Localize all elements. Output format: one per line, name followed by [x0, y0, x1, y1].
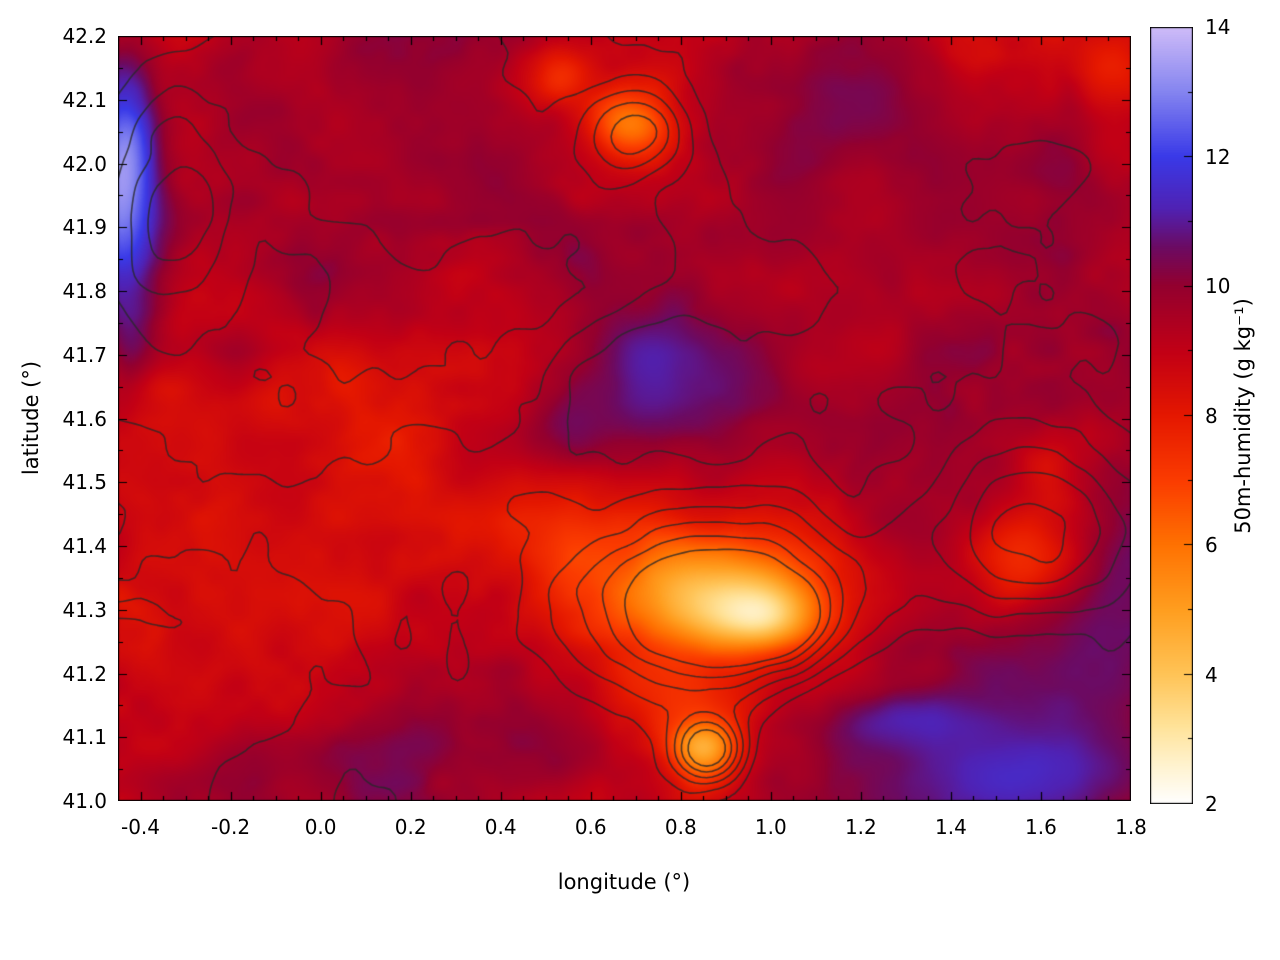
- y-tick-label: 41.6: [62, 406, 107, 431]
- heatmap-canvas: [118, 36, 1131, 801]
- y-axis-title: latitude (°): [19, 360, 43, 476]
- y-tick-label: 41.4: [62, 534, 107, 558]
- y-tick-label: 41.9: [62, 215, 107, 240]
- colorbar-tick-label: 6: [1205, 533, 1218, 557]
- plot-area: [118, 36, 1131, 801]
- x-tick-label: -0.2: [211, 815, 251, 839]
- x-tick-label: 0.4: [484, 815, 517, 839]
- x-tick-label: 1.8: [1115, 815, 1147, 839]
- colorbar-tick-label: 2: [1205, 792, 1218, 816]
- colorbar-tick-label: 14: [1205, 15, 1231, 39]
- x-tick-label: 0.6: [574, 815, 607, 839]
- x-axis-title: longitude (°): [557, 870, 691, 894]
- colorbar: [1150, 27, 1193, 804]
- x-tick-label: 0.2: [394, 815, 427, 839]
- colorbar-gradient: [1150, 27, 1193, 804]
- x-tick-label: 1.6: [1025, 815, 1057, 839]
- colorbar-title: 50m-humidity (g kg⁻¹): [1231, 298, 1255, 534]
- x-tick-label: 1.0: [754, 815, 787, 839]
- y-tick-label: 42.2: [62, 24, 107, 48]
- x-tick-label: -0.4: [120, 815, 161, 839]
- colorbar-tick-label: 10: [1205, 274, 1231, 298]
- colorbar-tick-label: 8: [1205, 403, 1218, 428]
- x-tick-label: 1.4: [935, 815, 967, 839]
- x-tick-label: 0.8: [664, 815, 697, 839]
- y-tick-label: 41.8: [62, 279, 107, 303]
- colorbar-tick-label: 4: [1205, 662, 1218, 687]
- y-tick-label: 41.1: [62, 725, 107, 750]
- colorbar-tick-label: 12: [1205, 144, 1231, 169]
- x-tick-label: 0.0: [304, 815, 337, 839]
- y-tick-label: 42.0: [62, 151, 107, 176]
- y-tick-label: 41.7: [62, 342, 107, 367]
- y-tick-label: 42.1: [62, 87, 107, 112]
- y-tick-label: 41.0: [62, 789, 107, 813]
- y-tick-label: 41.2: [62, 661, 107, 686]
- x-tick-label: 1.2: [844, 815, 877, 839]
- y-tick-label: 41.5: [62, 470, 107, 495]
- y-tick-label: 41.3: [62, 597, 107, 622]
